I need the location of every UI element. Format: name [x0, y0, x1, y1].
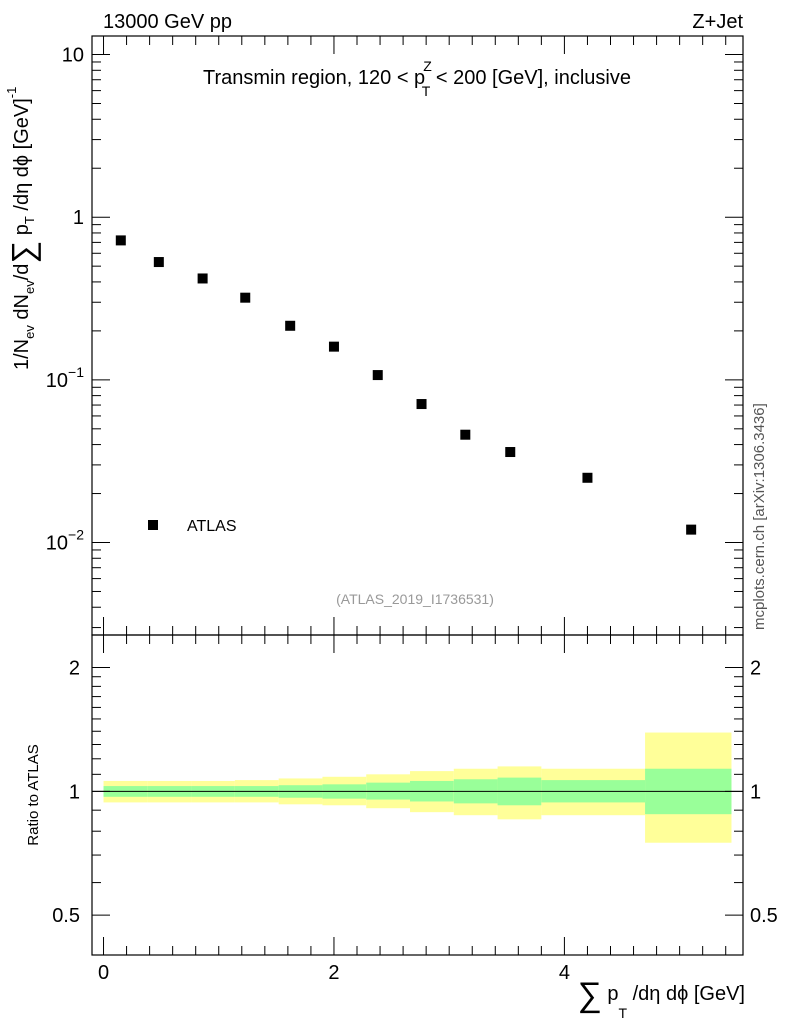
ratio-y-tick-label-left: 2	[69, 658, 80, 680]
x-tick-label: 4	[559, 962, 570, 984]
data-point	[460, 429, 471, 440]
main-y-tick-label: 10−2	[46, 527, 84, 555]
main-x-ticks	[103, 36, 727, 635]
main-y-tick-label: 10−1	[46, 364, 84, 392]
legend-entry: ATLAS	[187, 518, 237, 535]
data-point	[505, 447, 516, 458]
x-axis-label: ∑ pT /dη dϕ [GeV]	[578, 976, 745, 1021]
ratio-y-tick-label-left: 0.5	[52, 905, 80, 927]
main-y-tick-label: 10	[62, 45, 84, 67]
data-point	[328, 341, 339, 352]
ratio-y-axis-label: Ratio to ATLAS	[25, 744, 42, 845]
x-tick-label: 0	[98, 962, 109, 984]
data-point	[153, 257, 164, 268]
main-y-tick-label: 1	[73, 207, 84, 229]
data-point	[686, 524, 697, 535]
ratio-bands	[103, 732, 732, 843]
ratio-y-tick-label-right: 2	[750, 658, 761, 680]
main-plot-title: Transmin region, 120 < pZ T < 200 [GeV], …	[203, 58, 631, 99]
main-y-ticks: 10 1 10−1 10−2	[46, 45, 743, 629]
header-right: Z+Jet	[692, 11, 743, 33]
legend-marker	[148, 520, 158, 530]
main-y-axis-label: 1/Nev dNev/d∑ pT /dη dϕ [GeV]-1	[4, 87, 41, 370]
ratio-x-ticks: 0 2 4	[98, 635, 727, 984]
main-points	[115, 235, 697, 535]
data-point	[416, 399, 427, 410]
ratio-plot-frame	[91, 634, 744, 956]
data-point	[240, 292, 251, 303]
x-tick-label: 2	[328, 962, 339, 984]
data-point	[582, 472, 593, 483]
ratio-y-tick-label-right: 1	[750, 781, 761, 803]
ratio-plot: 2 2 1 1 0.5 0.5 0 2 4 Ratio to ATLAS ∑ pT /dη d…	[25, 634, 778, 1021]
header-left: 13000 GeV pp	[103, 11, 232, 33]
data-point	[372, 370, 383, 381]
legend: ATLAS	[148, 518, 237, 535]
main-plot: 10 1 10−1 10−2 Transmin region, 120 < pZ T <…	[4, 35, 744, 636]
ratio-y-tick-label-right: 0.5	[750, 905, 778, 927]
data-point	[115, 235, 126, 246]
ratio-y-tick-label-left: 1	[69, 781, 80, 803]
analysis-label: (ATLAS_2019_I1736531)	[336, 591, 494, 607]
side-watermark: mcplots.cern.ch [arXiv:1306.3436]	[751, 403, 768, 630]
data-point	[285, 320, 296, 331]
data-point	[197, 273, 208, 284]
main-plot-frame	[91, 35, 744, 636]
